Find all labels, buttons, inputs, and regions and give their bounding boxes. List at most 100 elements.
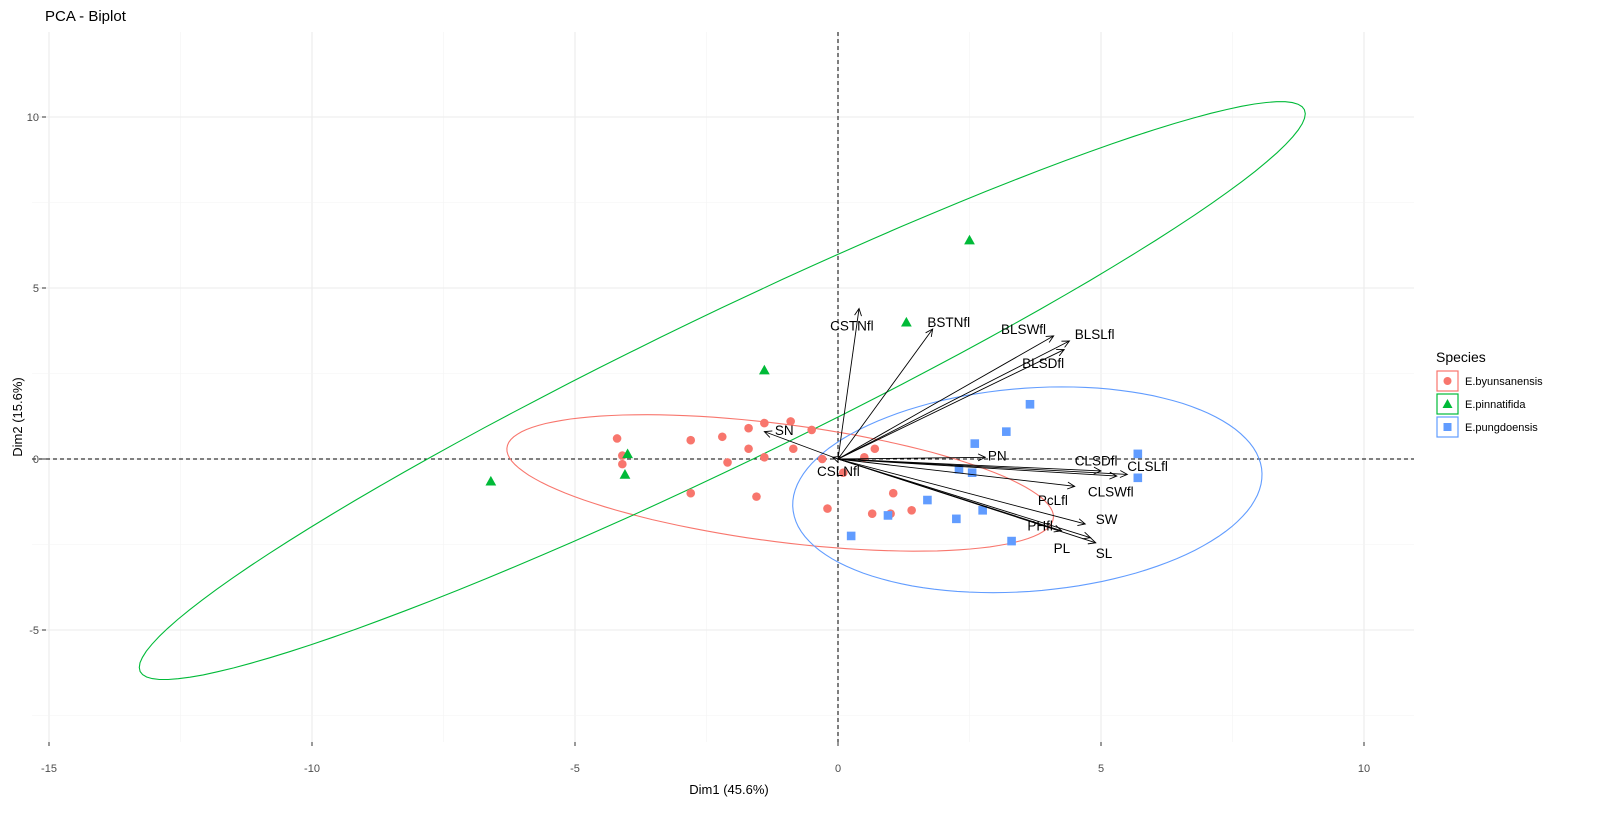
point-E.pungdoensis-0 [846, 531, 856, 541]
point-E.byunsanensis-23 [907, 506, 916, 515]
point-E.byunsanensis-20 [870, 444, 880, 454]
point-E.byunsanensis-5 [717, 432, 727, 442]
point-E.pungdoensis-11 [1133, 449, 1143, 459]
arrowhead-SW [1077, 518, 1087, 526]
variable-label-PHfl: PHfl [1027, 519, 1053, 534]
point-E.pungdoensis-5 [967, 468, 977, 477]
variable-label-CSLNfl: CSLNfl [817, 464, 860, 479]
arrowhead-BLSDfl [1056, 349, 1066, 357]
point-E.pinnatifida-3 [758, 364, 770, 375]
ellipse-E.pinnatifida [138, 101, 1306, 681]
legend-marker-E.byunsanensis [1443, 377, 1452, 385]
y-axis-label: Dim2 (15.6%) [10, 377, 25, 456]
arrowhead-SN [763, 430, 773, 438]
variable-label-CLSLfl: CLSLfl [1127, 459, 1168, 474]
y-tick-label: 0 [33, 454, 39, 466]
point-E.byunsanensis-9 [752, 492, 761, 501]
variable-label-SW: SW [1096, 512, 1118, 527]
legend-marker-E.pinnatifida [1442, 399, 1453, 408]
grid-lines [32, 32, 1414, 742]
arrowhead-SL [1087, 536, 1097, 545]
point-E.byunsanensis-15 [817, 454, 827, 464]
point-E.pungdoensis-10 [1025, 399, 1035, 409]
ellipse-E.byunsanensis [506, 414, 1054, 552]
point-E.pinnatifida-1 [622, 448, 633, 459]
point-E.byunsanensis-14 [807, 425, 816, 435]
point-E.byunsanensis-8 [744, 444, 753, 454]
point-E.pungdoensis-12 [1133, 473, 1143, 483]
x-tick-label: -15 [41, 763, 57, 775]
arrowhead-CSLNfl [831, 455, 841, 464]
arrowhead-BLSLfl [1061, 340, 1071, 348]
y-tick-label: -5 [29, 625, 39, 637]
arrowhead-PN [977, 453, 987, 462]
arrowhead-CSTNfl [854, 307, 862, 317]
arrow-BLSLfl [837, 340, 1070, 460]
x-tick-label: -5 [570, 763, 580, 775]
arrowhead-CLSLfl [1119, 470, 1129, 478]
variable-arrows [763, 307, 1129, 545]
arrowhead-CLSWfl [1109, 471, 1118, 480]
legend-marker-E.pungdoensis [1443, 423, 1452, 431]
variable-label-CLSWfl: CLSWfl [1088, 484, 1134, 499]
point-E.pinnatifida-4 [901, 316, 912, 327]
point-E.pungdoensis-1 [883, 511, 893, 520]
arrow-SN [764, 431, 839, 460]
variable-label-PcLfl: PcLfl [1038, 493, 1068, 508]
arrow-SW [837, 458, 1086, 525]
point-E.pungdoensis-3 [952, 514, 961, 524]
point-E.pungdoensis-9 [1007, 536, 1016, 546]
variable-labels: CSTNfl BSTNfl BLSWfl BLSLfl BLSDfl SN CSLNfl PN… [775, 315, 1168, 561]
arrow-BLSWfl [837, 335, 1054, 460]
variable-label-CSTNfl: CSTNfl [830, 319, 874, 334]
variable-label-BLSLfl: BLSLfl [1075, 327, 1115, 342]
arrowhead-PcLfl [1066, 481, 1076, 490]
arrowhead-BSTNfl [925, 328, 934, 337]
ellipse-E.pungdoensis [792, 386, 1263, 594]
point-E.byunsanensis-22 [888, 488, 898, 498]
x-tick-label: 10 [1358, 763, 1370, 775]
point-E.byunsanensis-3 [686, 435, 696, 445]
data-points [485, 234, 1143, 546]
axis-ticks: -15 -10 -5 0 5 10 -5 0 5 10 [27, 112, 1370, 775]
point-E.byunsanensis-0 [612, 434, 622, 443]
y-tick-label: 5 [33, 283, 39, 295]
arrow-CSTNfl [837, 308, 860, 460]
point-E.pinnatifida-2 [619, 469, 631, 479]
arrowhead-BLSWfl [1045, 335, 1055, 343]
legend-label-E.pinnatifida: E.pinnatifida [1465, 399, 1526, 411]
point-E.byunsanensis-10 [760, 418, 769, 428]
confidence-ellipses [138, 101, 1306, 681]
point-E.byunsanensis-17 [838, 468, 848, 477]
arrow-BLSDfl [837, 349, 1065, 460]
point-E.byunsanensis-4 [686, 488, 696, 498]
origin-lines [32, 32, 1414, 742]
legend-title: Species [1436, 349, 1486, 365]
point-E.byunsanensis-18 [860, 452, 869, 462]
point-E.byunsanensis-6 [723, 458, 732, 467]
x-tick-label: 5 [1098, 763, 1104, 775]
y-tick-label: 10 [27, 112, 39, 124]
variable-label-BLSWfl: BLSWfl [1001, 322, 1046, 337]
arrow-SL [837, 458, 1096, 544]
plot-background [32, 32, 1414, 742]
variable-label-BSTNfl: BSTNfl [927, 315, 970, 330]
point-E.pungdoensis-8 [1002, 427, 1011, 436]
arrow-PL [837, 458, 1091, 539]
legend: Species E.byunsanensis E.pinnatifida E.pun… [1436, 349, 1543, 438]
point-E.pungdoensis-2 [923, 495, 932, 505]
point-E.pungdoensis-6 [970, 439, 980, 448]
x-tick-label: -10 [304, 763, 320, 775]
point-E.pinnatifida-5 [964, 234, 975, 245]
point-E.byunsanensis-11 [760, 452, 769, 462]
point-E.byunsanensis-12 [786, 417, 795, 426]
chart-title: PCA - Biplot [45, 8, 127, 25]
legend-label-E.pungdoensis: E.pungdoensis [1465, 422, 1538, 434]
point-E.pungdoensis-4 [954, 464, 964, 474]
point-E.byunsanensis-13 [788, 444, 798, 454]
legend-label-E.byunsanensis: E.byunsanensis [1465, 376, 1543, 388]
x-tick-label: 0 [835, 763, 841, 775]
variable-label-PL: PL [1054, 541, 1071, 556]
plot-panel [32, 32, 1414, 742]
